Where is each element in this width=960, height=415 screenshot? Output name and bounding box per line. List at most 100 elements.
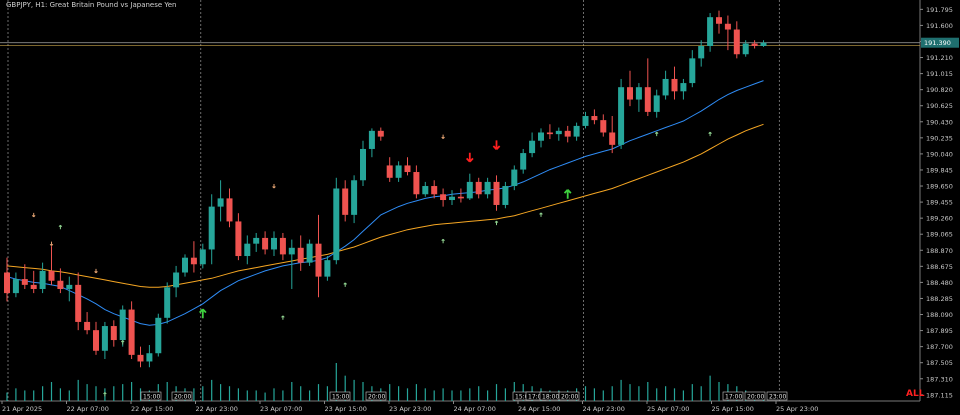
volume-bar: [593, 388, 595, 401]
session-time-box: [329, 391, 351, 401]
candle-body: [306, 243, 313, 263]
volume-bar: [495, 384, 498, 401]
candle-body: [680, 83, 687, 92]
volume-bar: [273, 388, 275, 401]
candle-body: [440, 194, 447, 201]
candle-body: [555, 130, 562, 135]
volume-bar: [211, 379, 213, 401]
candle-body: [119, 309, 126, 341]
candle-body: [724, 23, 731, 30]
candle-body: [742, 43, 749, 55]
signals-layer: [31, 131, 712, 397]
candle-body: [511, 169, 518, 187]
candle-body: [689, 58, 696, 84]
volume-bar: [15, 388, 17, 401]
candle-body: [271, 237, 277, 250]
minor-down-mark-icon: [94, 268, 98, 274]
volume-bar: [469, 388, 471, 401]
x-tick-label: 21 Apr 2025: [2, 405, 42, 413]
candle-body: [600, 120, 607, 133]
candle-body: [546, 132, 553, 135]
candle-body: [618, 87, 625, 145]
candle-body: [564, 130, 571, 137]
volume-bar: [220, 384, 222, 401]
volume-bar: [131, 382, 133, 401]
session-time-label: 23:00: [769, 394, 786, 401]
volume-bar: [451, 390, 453, 401]
candle-body: [155, 317, 162, 354]
x-tick-label: 24 Apr 07:00: [454, 405, 496, 413]
y-tick-label: 189.455: [926, 199, 953, 207]
y-tick-label: 191.600: [926, 22, 953, 30]
minor-up-mark-icon: [281, 315, 285, 320]
candle-body: [84, 321, 91, 331]
session-time-label: 17:00: [528, 394, 545, 401]
candle-body: [582, 116, 589, 126]
volume-bar: [68, 390, 70, 401]
volume-bar: [691, 384, 693, 401]
price-axis: 191.795191.600191.405191.210191.015190.8…: [920, 6, 959, 399]
volume-bar: [300, 386, 302, 401]
candle-body: [413, 172, 420, 195]
volume-bar: [656, 388, 658, 401]
candle-body: [422, 186, 429, 195]
candle-body: [66, 284, 73, 289]
candle-body: [475, 181, 482, 195]
session-time-box: [766, 391, 788, 401]
volume-bar: [139, 388, 142, 401]
y-tick-label: 187.310: [926, 375, 953, 383]
y-tick-label: 189.065: [926, 231, 953, 239]
candle-body: [226, 198, 233, 222]
volume-bar: [389, 384, 391, 401]
candles-layer: [4, 10, 767, 368]
buy-signal-arrow-icon: [198, 308, 207, 319]
volume-bar: [282, 390, 284, 401]
buy-signal-arrow-icon: [563, 189, 572, 199]
candle-body: [466, 181, 473, 199]
candle-body: [591, 116, 598, 121]
candle-body: [93, 330, 99, 351]
volume-bar: [665, 386, 667, 401]
y-tick-label: 190.625: [926, 102, 953, 110]
minor-up-mark-icon: [539, 212, 543, 217]
candle-body: [208, 206, 215, 250]
volume-bar: [166, 382, 168, 401]
volume-bar: [620, 379, 622, 401]
volume-bar: [122, 384, 124, 401]
candle-body: [324, 260, 331, 277]
x-tick-label: 25 Apr 23:00: [776, 405, 818, 413]
x-tick-label: 23 Apr 23:00: [389, 405, 431, 413]
candle-body: [377, 130, 384, 137]
volume-bar: [647, 382, 649, 401]
candle-body: [137, 354, 144, 362]
volume-bar: [33, 390, 35, 401]
volume-bar: [77, 379, 79, 401]
candle-body: [279, 237, 286, 255]
volume-bar: [442, 388, 444, 401]
all-button[interactable]: ALL: [906, 389, 925, 399]
y-tick-label: 188.090: [926, 311, 953, 319]
candle-body: [30, 284, 37, 289]
x-tick-label: 25 Apr 15:00: [712, 405, 754, 413]
session-time-label: 20:00: [368, 394, 385, 401]
volume-bar: [362, 382, 364, 401]
volume-bar: [255, 390, 257, 401]
ma-fast-line: [6, 80, 764, 326]
y-tick-label: 187.895: [926, 327, 953, 335]
current-price-tag: [921, 37, 959, 48]
candle-body: [164, 287, 171, 318]
volume-bar: [291, 382, 293, 401]
x-tick-label: 23 Apr 07:00: [260, 405, 302, 413]
x-tick-label: 22 Apr 15:00: [131, 405, 173, 413]
x-tick-label: 23 Apr 15:00: [325, 405, 367, 413]
volume-bar: [487, 390, 489, 401]
volume-bar: [629, 384, 631, 401]
minor-up-mark-icon: [654, 131, 659, 137]
chart-grid: [0, 0, 921, 402]
volume-bar: [237, 388, 239, 401]
candle-body: [182, 257, 188, 273]
y-tick-label: 190.235: [926, 134, 953, 142]
candle-body: [484, 181, 491, 195]
minor-down-mark-icon: [49, 241, 54, 247]
